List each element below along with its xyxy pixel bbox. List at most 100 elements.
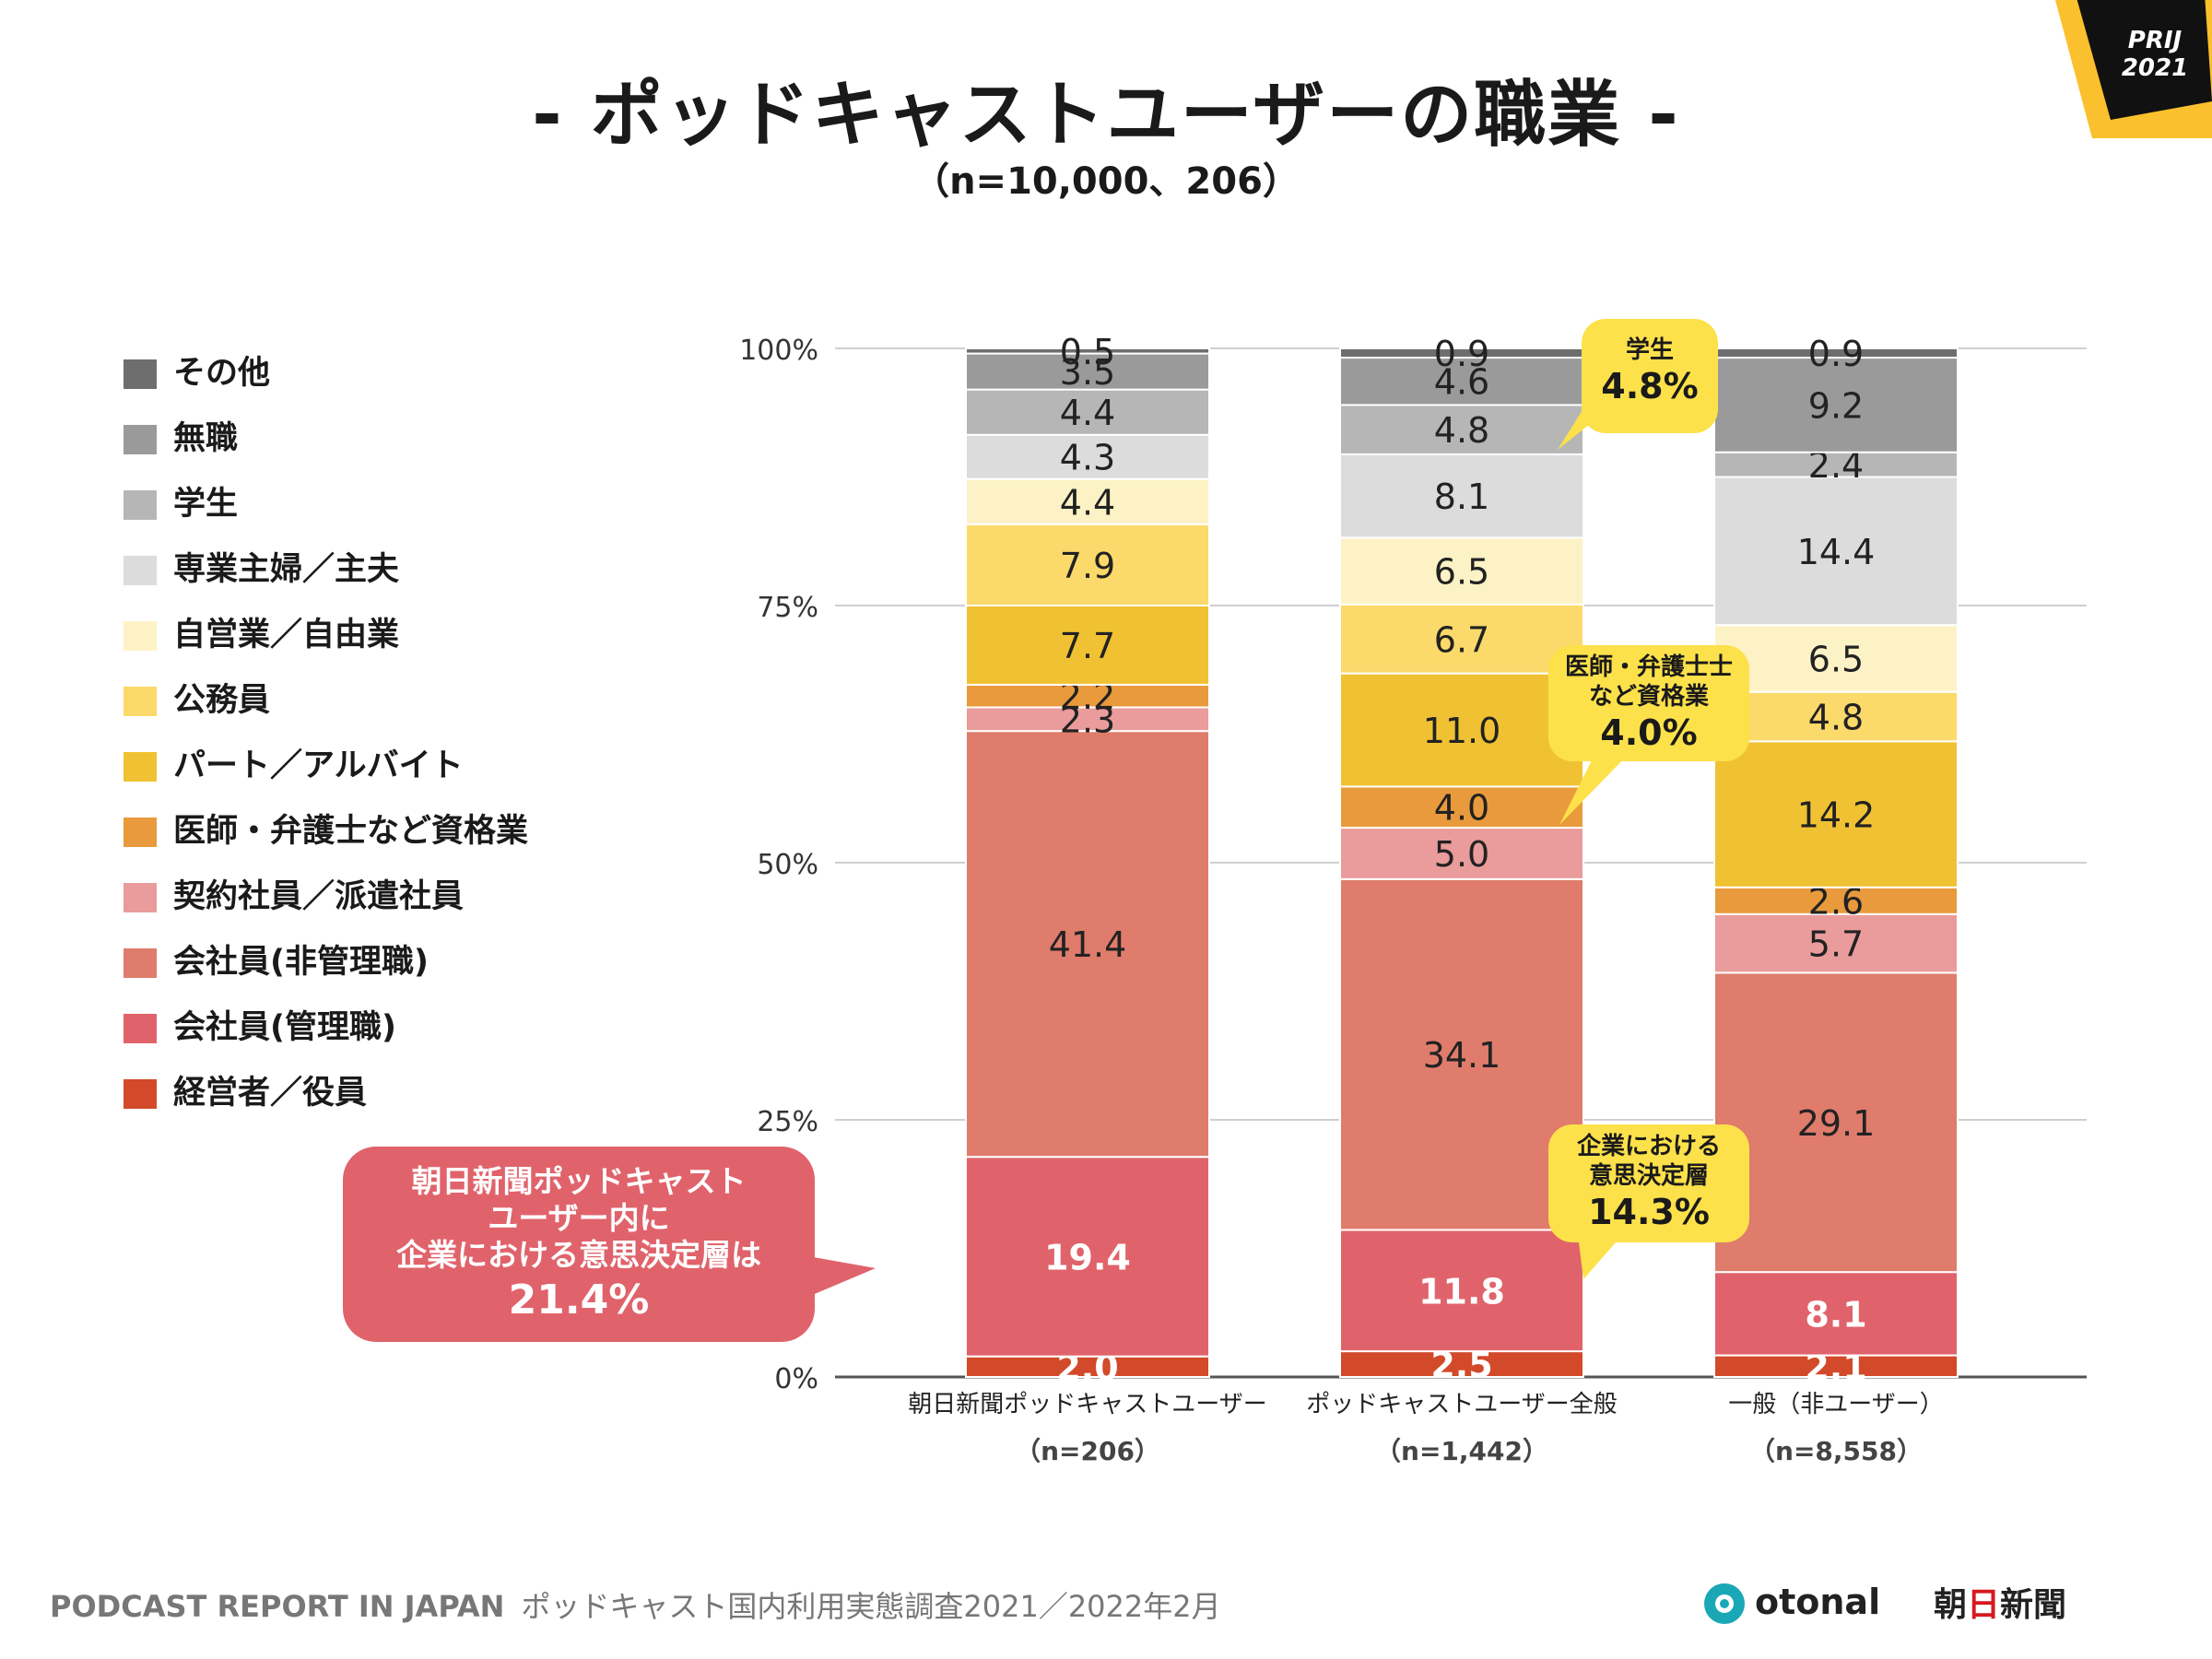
license-callout-tail: [1559, 751, 1631, 825]
data-label: 3.5: [1060, 352, 1115, 393]
legend-swatch: [124, 818, 157, 847]
asahi-logo-char3: 新聞: [2000, 1585, 2067, 1624]
page-title: - ポッドキャストユーザーの職業 -: [532, 74, 1680, 157]
bar-segment: [1339, 404, 1584, 455]
bar-segment: [1339, 827, 1584, 880]
legend-label: 契約社員／派遣社員: [173, 878, 465, 915]
license-callout-label2: など資格業: [1588, 683, 1709, 711]
legend-swatch: [124, 425, 157, 454]
bar-segment: [1713, 357, 1959, 453]
legend-label: パート／アルバイト: [173, 747, 464, 784]
footer-survey: ポッドキャスト国内利用実態調査2021／2022年2月: [521, 1589, 1221, 1624]
legend-swatch: [124, 948, 157, 978]
legend-label: 会社員(非管理職): [173, 944, 429, 981]
legend-label: その他: [173, 355, 271, 392]
legend-label: 学生: [173, 486, 239, 523]
decision-callout-label1: 企業における: [1576, 1133, 1721, 1160]
student-callout-value: 4.8%: [1601, 366, 1699, 406]
asahi-logo-char2: 日: [1967, 1585, 2001, 1624]
data-label: 6.7: [1434, 619, 1489, 660]
data-label: 11.0: [1423, 711, 1501, 751]
bar-segment: [1339, 1350, 1584, 1378]
data-label: 4.3: [1060, 438, 1115, 478]
data-label: 14.4: [1797, 532, 1876, 572]
legend-swatch: [124, 621, 157, 651]
legend-label: 専業主婦／主夫: [173, 551, 400, 588]
decision-callout: 企業における 意思決定層 14.3%: [1548, 1124, 1749, 1242]
data-label: 0.9: [1808, 334, 1864, 374]
decision-callout-tail: [1578, 1235, 1622, 1279]
badge-line2: 2021: [2122, 54, 2188, 82]
bar-segment: [965, 683, 1210, 709]
bar-segment: [1713, 912, 1959, 974]
legend-label: 経営者／役員: [173, 1075, 368, 1112]
data-label: 8.1: [1805, 1294, 1866, 1335]
asahi-logo-char1: 朝: [1934, 1585, 1968, 1624]
legend-swatch: [124, 359, 157, 389]
x-category-label: 朝日新聞ポッドキャストユーザー: [908, 1391, 1266, 1418]
data-label: 4.8: [1808, 698, 1864, 738]
legend-swatch: [124, 490, 157, 520]
footer-report: PODCAST REPORT IN JAPAN ポッドキャスト国内利用実態調査20…: [50, 1583, 1221, 1626]
bar-segment: [965, 388, 1210, 436]
data-label: 19.4: [1044, 1237, 1131, 1277]
data-label: 4.4: [1060, 393, 1115, 433]
data-label: 11.8: [1418, 1271, 1505, 1312]
legend-label: 公務員: [173, 682, 271, 719]
decision-callout-label2: 意思決定層: [1588, 1162, 1709, 1190]
decision-callout-value: 14.3%: [1588, 1192, 1710, 1232]
legend-swatch: [124, 752, 157, 782]
data-label: 8.1: [1434, 477, 1489, 517]
bar-segment: [1339, 672, 1584, 788]
student-callout: 学生 4.8%: [1582, 319, 1718, 433]
legend-label: 医師・弁護士など資格業: [173, 813, 529, 850]
data-label: 6.5: [1434, 552, 1489, 593]
data-label: 0.5: [1060, 332, 1115, 372]
bar-segment: [1339, 603, 1584, 675]
legend-swatch: [124, 687, 157, 716]
data-label: 4.6: [1434, 362, 1489, 403]
page-subtitle: （n=10,000、206）: [912, 160, 1300, 203]
license-callout-label1: 医師・弁護士士: [1564, 653, 1733, 681]
bar-segment: [1713, 886, 1959, 915]
callout-line-3: 企業における意思決定層は: [396, 1237, 761, 1273]
bar-segment: [1339, 453, 1584, 539]
callout-line-2: ユーザー内に: [488, 1200, 670, 1236]
license-callout-value: 4.0%: [1600, 712, 1698, 753]
badge-line1: PRIJ: [2128, 27, 2183, 54]
bar-segment: [965, 477, 1210, 525]
y-tick-label: 25%: [757, 1106, 818, 1138]
x-category-label: ポッドキャストユーザー全般: [1306, 1391, 1617, 1418]
bar-segment: [1339, 1229, 1584, 1353]
asahi-logo: 朝日新聞: [1934, 1582, 2066, 1628]
y-tick-label: 75%: [757, 592, 818, 624]
legend-swatch: [124, 1079, 157, 1109]
data-label: 34.1: [1423, 1035, 1501, 1076]
callout-tail: [793, 1253, 876, 1303]
bar-segment: [965, 523, 1210, 606]
bar-segment: [1713, 1271, 1959, 1357]
license-callout: 医師・弁護士士 など資格業 4.0%: [1548, 645, 1749, 761]
x-category-label: 一般（非ユーザー）: [1728, 1391, 1943, 1418]
student-callout-tail: [1558, 406, 1613, 450]
y-tick-label: 50%: [757, 849, 818, 881]
data-label: 4.8: [1434, 410, 1489, 451]
data-label: 7.9: [1060, 546, 1115, 586]
bar-segment: [1713, 740, 1959, 888]
data-label: 4.4: [1060, 482, 1115, 523]
legend-swatch: [124, 883, 157, 912]
data-label: 0.9: [1434, 334, 1489, 374]
data-label: 14.2: [1797, 795, 1876, 836]
x-category-n: （n=8,558）: [1749, 1436, 1923, 1466]
data-label: 4.0: [1434, 788, 1489, 829]
data-label: 29.1: [1797, 1103, 1876, 1144]
bar-segment: [965, 1156, 1210, 1358]
data-label: 5.0: [1434, 834, 1489, 875]
prij-badge: PRIJ 2021: [2055, 0, 2212, 138]
bar-segment: [1713, 476, 1959, 627]
legend-label: 無職: [173, 420, 239, 457]
bar-segment: [1713, 971, 1959, 1274]
bar-segment: [1339, 877, 1584, 1231]
data-label: 5.7: [1808, 924, 1864, 965]
